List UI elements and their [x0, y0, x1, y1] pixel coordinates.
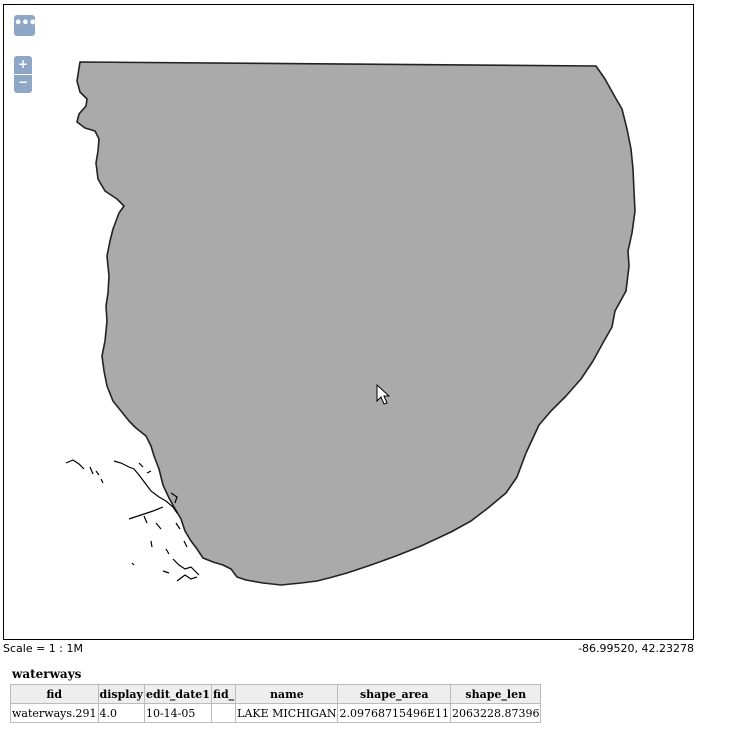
column-header: fid_ — [210, 684, 237, 704]
map-viewport[interactable]: ••• + − — [3, 4, 694, 640]
layer-title: waterways — [12, 667, 82, 681]
table-cell: waterways.291 — [10, 703, 99, 723]
column-header: name — [235, 684, 339, 704]
table-cell: 10-14-05 — [143, 703, 212, 723]
map-canvas[interactable] — [4, 5, 693, 639]
column-header: shape_area — [337, 684, 451, 704]
coordinate-readout: -86.99520, 42.23278 — [578, 642, 694, 655]
zoom-in-button[interactable]: + — [14, 56, 32, 74]
table-cell: 2063228.87396 — [449, 703, 542, 723]
ellipsis-icon: ••• — [14, 16, 37, 31]
zoom-out-button[interactable]: − — [14, 75, 32, 93]
column-header: fid — [10, 684, 99, 704]
shoreline-features — [65, 459, 200, 582]
table-cell: 2.09768715496E11 — [337, 703, 451, 723]
lake-michigan-polygon[interactable] — [76, 61, 636, 586]
scale-label: Scale = 1 : 1M — [3, 642, 83, 655]
table-cell — [210, 703, 237, 723]
feature-info-table: fid display edit_date1 fid_ name shape_a… — [10, 684, 542, 723]
status-bar: Scale = 1 : 1M -86.99520, 42.23278 — [3, 642, 694, 658]
column-header: display — [97, 684, 145, 704]
column-header: shape_len — [449, 684, 542, 704]
table-cell: LAKE MICHIGAN — [235, 703, 339, 723]
table-header-row: fid display edit_date1 fid_ name shape_a… — [10, 684, 542, 704]
table-row: waterways.291 4.0 10-14-05 LAKE MICHIGAN… — [10, 703, 542, 723]
mouse-cursor-icon — [376, 383, 391, 405]
table-cell: 4.0 — [97, 703, 145, 723]
layer-menu-button[interactable]: ••• — [14, 15, 37, 36]
column-header: edit_date1 — [143, 684, 212, 704]
